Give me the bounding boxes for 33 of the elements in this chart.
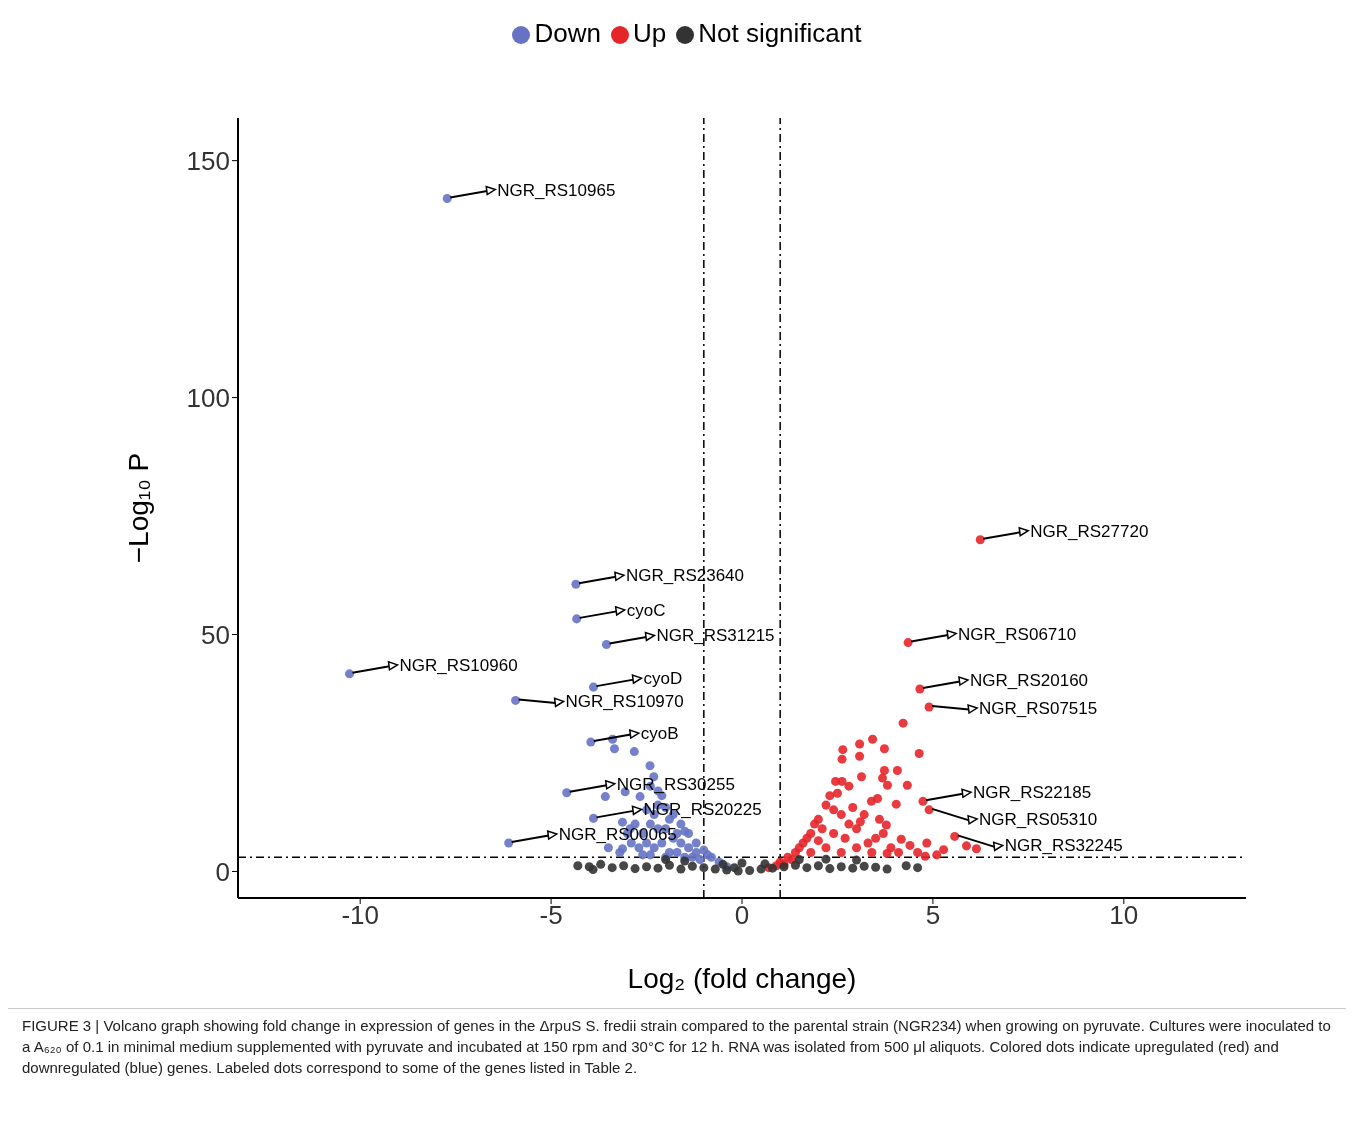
annotation: NGR_RS23640 [625, 566, 745, 586]
caption: FIGURE 3 | Volcano graph showing fold change in expression of genes in the ΔrpuS S. fredii strain compared to the parental strain (NGR234) when growing on pyruvate. Cultures were inoculated to a A₆₂₀ of 0.1 in minimal medium supplemented with pyruvate and incubated at 150 rpm and 30°C for 12 h. RNA was isolated from 500 μl aliquots. Colored dots indicate upregulated (red) and downregulated (blue) genes. Labeled dots correspond to some of the genes listed in Table 2. [22, 1016, 1332, 1078]
annotation: NGR_RS05310 [979, 809, 1098, 829]
x-tick-label: 5 [925, 900, 941, 931]
annotation: cyoC [626, 600, 666, 620]
annotation: NGR_RS00065 [558, 825, 677, 845]
annotation: NGR_RS06710 [958, 624, 1077, 644]
x-tick-label: 0 [734, 900, 750, 931]
y-tick-label: 150 [186, 145, 230, 176]
annotation: NGR_RS10965 [497, 180, 616, 200]
annotation: NGR_RS31215 [656, 626, 775, 646]
x-tick-label: 10 [1109, 900, 1139, 931]
legend-label: Down [534, 18, 601, 48]
annotation: NGR_RS27720 [1030, 521, 1149, 541]
y-tick-label: 0 [215, 856, 230, 887]
annotation: NGR_RS10960 [399, 655, 518, 675]
x-tick-label: -10 [341, 900, 379, 931]
annotation: NGR_RS20225 [643, 800, 762, 820]
annotation: cyoD [643, 669, 683, 689]
annotation: NGR_RS20160 [969, 671, 1089, 691]
annotation: cyoB [640, 724, 679, 744]
y-tick-label: 100 [186, 382, 230, 413]
annotation: NGR_RS32245 [1004, 836, 1123, 856]
x-tick-label: -5 [539, 900, 563, 931]
y-axis-title: −Log₁₀ P [122, 452, 154, 564]
x-axis-title: Log₂ (fold change) [627, 963, 857, 994]
annotation: NGR_RS30255 [616, 774, 735, 794]
annotation: NGR_RS07515 [979, 699, 1098, 719]
y-tick-label: 50 [201, 619, 230, 650]
annotation: NGR_RS10970 [565, 692, 684, 712]
legend-label: Not significant [698, 18, 862, 48]
annotation: NGR_RS22185 [972, 783, 1092, 803]
legend-label: Up [632, 18, 667, 48]
